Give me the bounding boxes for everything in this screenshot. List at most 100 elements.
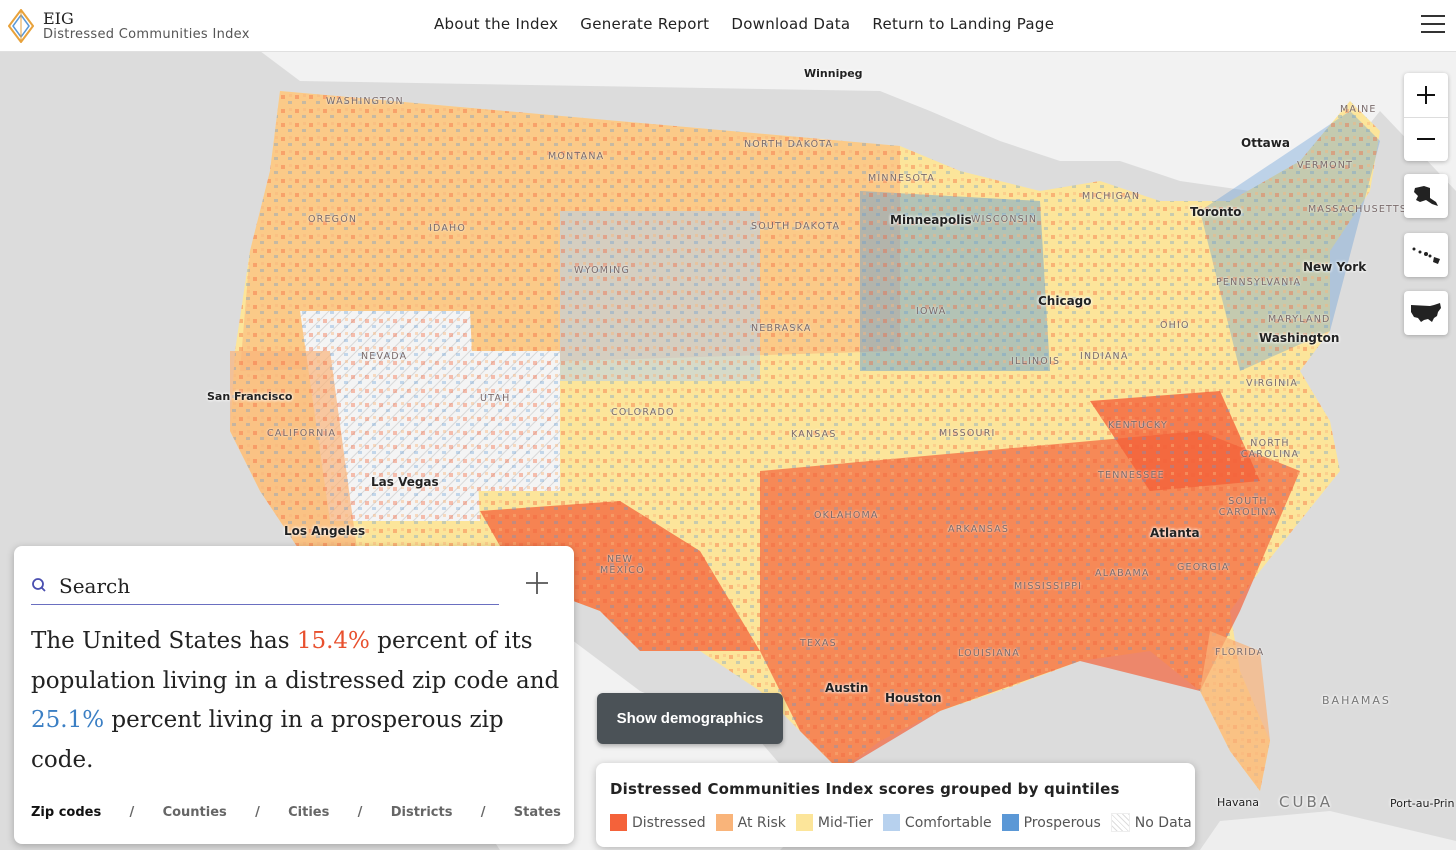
- state-label: CALIFORNIA: [267, 428, 337, 439]
- legend-label: Distressed: [632, 814, 706, 831]
- state-label: NEW MEXICO: [600, 554, 645, 576]
- state-label: UTAH: [480, 393, 511, 404]
- nav-return-to-landing-page[interactable]: Return to Landing Page: [872, 15, 1055, 33]
- state-label: WASHINGTON: [326, 96, 404, 107]
- legend-title: Distressed Communities Index scores grou…: [610, 780, 1120, 798]
- canada-land: [260, 51, 1456, 211]
- brand-subtitle[interactable]: Distressed Communities Index: [43, 27, 250, 42]
- hamburger-menu-icon[interactable]: [1421, 15, 1445, 35]
- legend-item-mid-tier: Mid-Tier: [795, 813, 873, 832]
- nav-about-the-index[interactable]: About the Index: [434, 15, 559, 33]
- state-label: SOUTH DAKOTA: [751, 221, 841, 232]
- search-icon: [32, 578, 46, 592]
- tab-separator: /: [480, 805, 486, 820]
- tab-zip-codes[interactable]: Zip codes: [31, 805, 102, 820]
- state-label: WISCONSIN: [971, 214, 1038, 225]
- state-label: MAINE: [1340, 104, 1377, 115]
- distressed-percentage: 15.4%: [296, 628, 370, 654]
- state-label: MISSISSIPPI: [1014, 581, 1083, 592]
- add-plus-icon[interactable]: [524, 570, 550, 596]
- state-label: MONTANA: [548, 151, 605, 162]
- city-label-ottawa: Ottawa: [1241, 136, 1290, 150]
- state-label: NORTH DAKOTA: [744, 139, 834, 150]
- state-label: NEVADA: [361, 351, 408, 362]
- summary-middle: percent of its population living in a di…: [31, 628, 560, 694]
- choropleth-regions: [230, 91, 1380, 791]
- legend-label: No Data: [1134, 814, 1192, 831]
- zoom-in-button[interactable]: [1404, 73, 1448, 118]
- prosperous-percentage: 25.1%: [31, 707, 105, 733]
- state-label: INDIANA: [1080, 351, 1129, 362]
- legend-label: Mid-Tier: [817, 814, 873, 831]
- tab-counties[interactable]: Counties: [162, 805, 227, 820]
- state-label: IOWA: [916, 306, 947, 317]
- legend-swatch: [1110, 813, 1130, 832]
- city-label-winnipeg: Winnipeg: [804, 67, 863, 80]
- state-label: MARYLAND: [1268, 314, 1331, 325]
- city-label-minneapolis: Minneapolis: [890, 213, 972, 227]
- city-label-toronto: Toronto: [1190, 205, 1242, 219]
- state-label: ILLINOIS: [1011, 356, 1061, 367]
- state-label: TENNESSEE: [1098, 470, 1165, 481]
- search-input[interactable]: [57, 570, 491, 602]
- search-panel: The United States has 15.4% percent of i…: [14, 546, 574, 844]
- state-label: ALABAMA: [1095, 568, 1150, 579]
- state-label: ARKANSAS: [948, 524, 1010, 535]
- state-label: LOUISIANA: [958, 648, 1020, 659]
- choropleth-map[interactable]: Winnipeg Ottawa Toronto New York Washing…: [0, 51, 1456, 850]
- contiguous-us-view-button[interactable]: [1404, 291, 1448, 335]
- eig-logo-icon[interactable]: [8, 9, 34, 43]
- legend-item-no-data: No Data: [1110, 813, 1192, 832]
- state-label: COLORADO: [611, 407, 675, 418]
- zoom-controls: [1404, 73, 1448, 161]
- usa-icon: [1411, 303, 1441, 322]
- brand-title[interactable]: EIG: [43, 9, 74, 28]
- state-label: VERMONT: [1297, 160, 1354, 171]
- nav-generate-report[interactable]: Generate Report: [580, 15, 710, 33]
- legend-item-at-risk: At Risk: [715, 813, 786, 832]
- legend-swatch: [1001, 814, 1019, 831]
- show-demographics-button[interactable]: Show demographics: [597, 693, 783, 744]
- legend-label: Comfortable: [904, 814, 992, 831]
- state-label: WYOMING: [574, 265, 631, 276]
- tab-separator: /: [255, 805, 260, 820]
- hawaii-icon: [1412, 247, 1440, 264]
- state-label: TEXAS: [800, 638, 837, 649]
- minus-icon: [1417, 138, 1435, 140]
- map-legend: Distressed Communities Index scores grou…: [596, 763, 1195, 847]
- state-label: KENTUCKY: [1108, 420, 1169, 431]
- city-label-washington: Washington: [1259, 331, 1340, 345]
- legend-label: At Risk: [737, 814, 786, 831]
- header-bar: EIG Distressed Communities Index About t…: [0, 0, 1456, 52]
- city-label-las-vegas: Las Vegas: [371, 475, 439, 489]
- hawaii-view-button[interactable]: [1404, 233, 1448, 277]
- legend-items: Distressed At Risk Mid-Tier Comfortable …: [610, 813, 1192, 832]
- state-label: GEORGIA: [1177, 562, 1230, 573]
- state-label: OHIO: [1160, 320, 1190, 331]
- city-label-port-au-prince: Port-au-Prin: [1390, 797, 1455, 810]
- alaska-view-button[interactable]: [1404, 174, 1448, 218]
- nav-download-data[interactable]: Download Data: [731, 15, 851, 33]
- legend-item-comfortable: Comfortable: [882, 813, 992, 832]
- state-label: OKLAHOMA: [814, 510, 879, 521]
- tab-states[interactable]: States: [513, 805, 561, 820]
- state-label: FLORIDA: [1215, 647, 1265, 658]
- zoom-out-button[interactable]: [1404, 117, 1448, 161]
- city-label-new-york: New York: [1303, 260, 1367, 274]
- state-label: MICHIGAN: [1082, 191, 1141, 202]
- tab-cities[interactable]: Cities: [288, 805, 330, 820]
- legend-swatch: [610, 814, 627, 831]
- city-label-chicago: Chicago: [1038, 294, 1092, 308]
- legend-swatch: [715, 814, 733, 831]
- top-nav: About the Index Generate Report Download…: [434, 15, 1054, 33]
- summary-text: The United States has 15.4% percent of i…: [31, 622, 561, 780]
- map-canvas[interactable]: [0, 51, 1456, 850]
- state-label: KANSAS: [791, 429, 837, 440]
- tab-districts[interactable]: Districts: [390, 805, 453, 820]
- legend-label: Prosperous: [1023, 814, 1101, 831]
- state-label: OREGON: [308, 214, 358, 225]
- country-label-bahamas: BAHAMAS: [1322, 694, 1391, 707]
- state-label: PENNSYLVANIA: [1216, 277, 1302, 288]
- state-label: NORTH CAROLINA: [1240, 438, 1300, 460]
- state-label: NEBRASKA: [751, 323, 812, 334]
